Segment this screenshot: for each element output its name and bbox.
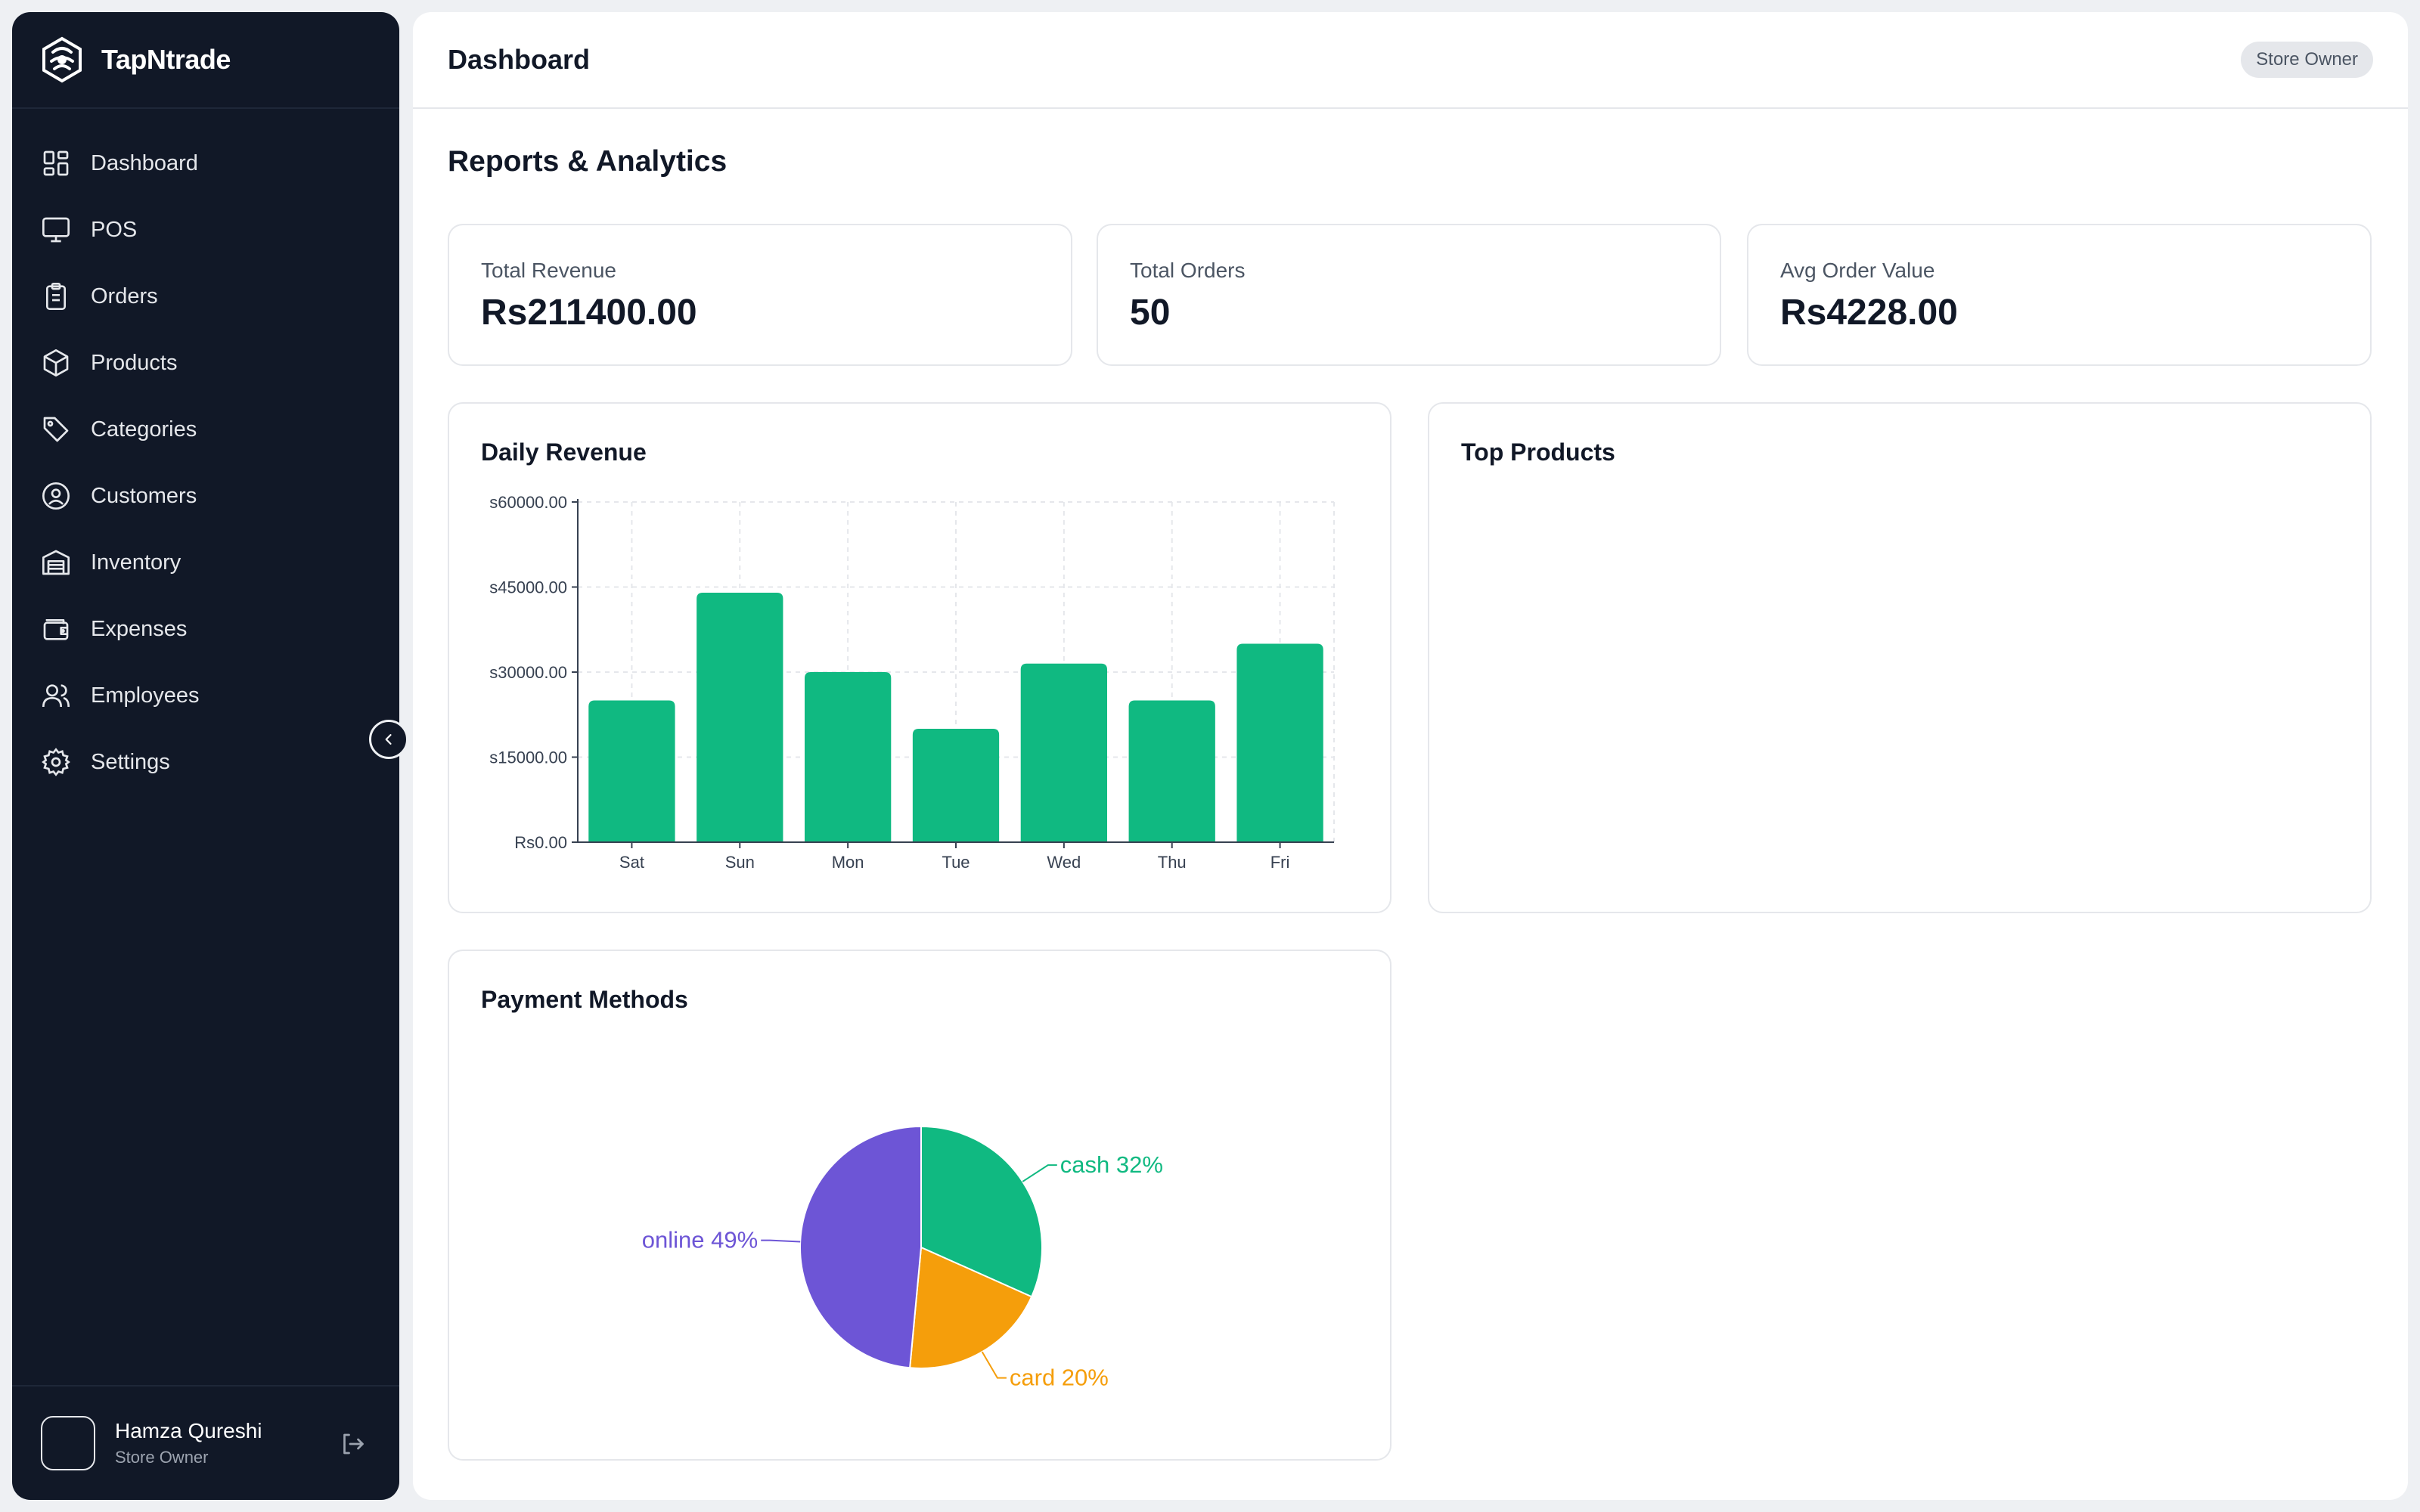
y-tick-label: s15000.00 bbox=[489, 748, 567, 767]
y-tick-label: Rs0.00 bbox=[514, 833, 567, 852]
box-icon bbox=[43, 349, 69, 376]
payment-methods-chart: cash 32% card 20% online 49% bbox=[642, 1125, 1163, 1391]
daily-revenue-chart: Rs0.00 s15000.00 s30000.00 s45000.00 s60000.… bbox=[489, 493, 1335, 872]
pie-slice bbox=[920, 1125, 1043, 1298]
y-tick-label: s30000.00 bbox=[489, 663, 567, 682]
sidebar: TapNtrade Dashboard POS Orders Products … bbox=[12, 12, 399, 1500]
stat-label: Total Revenue bbox=[481, 259, 617, 282]
stat-card-total-orders: Total Orders 50 bbox=[1097, 224, 1721, 366]
sidebar-item-label: Settings bbox=[91, 749, 170, 774]
x-tick-label: Thu bbox=[1158, 853, 1187, 872]
x-tick-label: Sun bbox=[725, 853, 755, 872]
daily-revenue-card: Daily Revenue Rs0.00 s15000.00 s30000.00 s4… bbox=[448, 402, 1392, 913]
main-content: Dashboard Store Owner Reports & Analytic… bbox=[413, 12, 2408, 1500]
warehouse-icon bbox=[42, 550, 70, 575]
brand[interactable]: TapNtrade bbox=[12, 12, 399, 109]
x-tick-label: Fri bbox=[1270, 853, 1290, 872]
sidebar-item-label: POS bbox=[91, 217, 138, 242]
sidebar-item-label: Products bbox=[91, 350, 178, 375]
bar bbox=[1020, 663, 1107, 842]
wallet-icon bbox=[43, 619, 69, 640]
stat-card-total-revenue: Total Revenue Rs211400.00 bbox=[448, 224, 1072, 366]
users-icon bbox=[42, 684, 70, 708]
bar bbox=[697, 593, 783, 842]
pie-leader-line bbox=[1022, 1164, 1057, 1182]
y-tick-label: s60000.00 bbox=[489, 493, 567, 512]
sidebar-item-employees[interactable]: Employees bbox=[12, 662, 399, 729]
avatar[interactable] bbox=[41, 1416, 95, 1470]
sidebar-item-customers[interactable]: Customers bbox=[12, 463, 399, 529]
stat-label: Avg Order Value bbox=[1780, 259, 1935, 282]
sidebar-item-label: Categories bbox=[91, 417, 197, 442]
sidebar-item-label: Expenses bbox=[91, 616, 188, 641]
y-tick-label: s45000.00 bbox=[489, 578, 567, 597]
bar bbox=[1236, 643, 1323, 842]
pie-leader-line bbox=[761, 1239, 801, 1243]
user-panel: Hamza Qureshi Store Owner bbox=[12, 1385, 399, 1500]
tag-icon bbox=[43, 417, 69, 442]
bar bbox=[588, 700, 675, 842]
pie-label: card 20% bbox=[1010, 1365, 1109, 1391]
x-tick-label: Sat bbox=[619, 853, 644, 872]
payment-methods-card: Payment Methods cash 32% card 20% online 4… bbox=[448, 950, 1392, 1461]
sidebar-item-pos[interactable]: POS bbox=[12, 197, 399, 263]
sidebar-item-label: Customers bbox=[91, 483, 197, 508]
x-tick-label: Mon bbox=[832, 853, 864, 872]
bar bbox=[912, 729, 1000, 842]
top-products-card: Top Products bbox=[1428, 402, 2372, 913]
user-info: Hamza Qureshi Store Owner bbox=[115, 1419, 262, 1467]
stat-value: 50 bbox=[1130, 293, 1171, 333]
sidebar-item-label: Employees bbox=[91, 683, 200, 708]
sidebar-item-inventory[interactable]: Inventory bbox=[12, 529, 399, 596]
x-tick-label: Wed bbox=[1047, 853, 1081, 872]
page-header-title: Dashboard bbox=[448, 44, 591, 75]
card-title: Payment Methods bbox=[481, 986, 688, 1013]
brand-logo-icon bbox=[42, 36, 82, 83]
pie-slice bbox=[909, 1246, 1033, 1369]
x-tick-label: Tue bbox=[942, 853, 970, 872]
pie-slice bbox=[799, 1125, 922, 1369]
card-title: Top Products bbox=[1461, 438, 1615, 466]
sidebar-nav: Dashboard POS Orders Products Categories… bbox=[12, 109, 399, 795]
user-role: Store Owner bbox=[115, 1448, 209, 1467]
sidebar-item-label: Inventory bbox=[91, 550, 182, 575]
gear-icon bbox=[42, 748, 70, 776]
sidebar-item-expenses[interactable]: Expenses bbox=[12, 596, 399, 662]
chevron-left-icon bbox=[385, 734, 392, 745]
monitor-icon bbox=[42, 217, 70, 243]
dashboard-grid-icon bbox=[43, 150, 69, 176]
stat-value: Rs4228.00 bbox=[1780, 293, 1958, 333]
role-badge: Store Owner bbox=[2241, 42, 2373, 78]
sidebar-item-categories[interactable]: Categories bbox=[12, 396, 399, 463]
sidebar-item-label: Orders bbox=[91, 284, 158, 308]
sidebar-collapse-button[interactable] bbox=[369, 720, 408, 759]
bar bbox=[805, 672, 892, 842]
page-title: Reports & Analytics bbox=[448, 145, 728, 178]
card-title: Daily Revenue bbox=[481, 438, 647, 466]
pie-label: cash 32% bbox=[1060, 1151, 1163, 1178]
clipboard-icon bbox=[46, 283, 66, 310]
pie-label: online 49% bbox=[642, 1227, 758, 1253]
sidebar-item-settings[interactable]: Settings bbox=[12, 729, 399, 795]
brand-name: TapNtrade bbox=[101, 44, 231, 75]
stat-label: Total Orders bbox=[1130, 259, 1246, 282]
topbar: Dashboard Store Owner bbox=[413, 12, 2408, 109]
bar bbox=[1128, 700, 1215, 842]
sidebar-item-label: Dashboard bbox=[91, 150, 198, 175]
user-name: Hamza Qureshi bbox=[115, 1419, 262, 1442]
stat-card-avg-order-value: Avg Order Value Rs4228.00 bbox=[1747, 224, 2372, 366]
logout-icon[interactable] bbox=[339, 1430, 366, 1458]
stat-value: Rs211400.00 bbox=[481, 293, 697, 333]
pie-leader-line bbox=[981, 1351, 1007, 1379]
sidebar-item-orders[interactable]: Orders bbox=[12, 263, 399, 330]
user-circle-icon bbox=[42, 482, 70, 510]
sidebar-item-products[interactable]: Products bbox=[12, 330, 399, 396]
sidebar-item-dashboard[interactable]: Dashboard bbox=[12, 130, 399, 197]
